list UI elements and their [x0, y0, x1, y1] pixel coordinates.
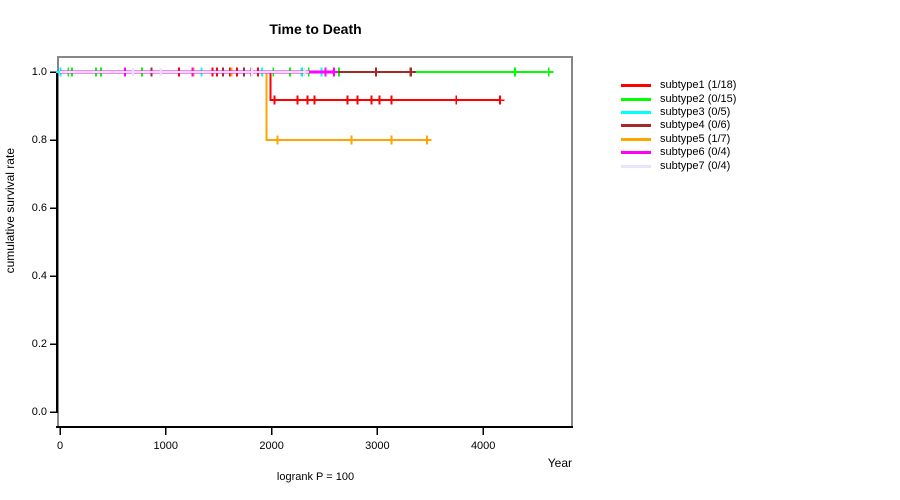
plot-area	[57, 56, 573, 428]
series-5	[60, 67, 432, 145]
x-axis-title: Year	[547, 456, 572, 470]
legend-label: subtype5 (1/7)	[660, 132, 731, 145]
y-tick-label: 0.8	[31, 134, 47, 146]
legend-color-swatch	[621, 164, 651, 168]
legend-label: subtype2 (0/15)	[660, 92, 737, 105]
legend: subtype1 (1/18) subtype2 (0/15) subtype3 (…	[621, 79, 736, 173]
legend-color-swatch	[621, 97, 651, 101]
y-tick-label: 0.6	[31, 202, 47, 214]
y-tick-label: 1.0	[31, 66, 47, 78]
x-tick-label: 1000	[153, 440, 179, 452]
legend-label: subtype6 (0/4)	[660, 146, 731, 159]
y-tick-label: 0.2	[31, 338, 47, 350]
logrank-annotation: logrank P = 100	[276, 471, 355, 483]
y-tick-label: 0.4	[31, 270, 47, 282]
legend-item-7: subtype7 (0/4)	[621, 159, 736, 172]
legend-item-5: subtype5 (1/7)	[621, 133, 736, 146]
chart-title: Time to Death	[269, 21, 362, 37]
legend-label: subtype4 (0/6)	[660, 119, 731, 132]
y-tick-label: 0.0	[31, 406, 47, 418]
legend-color-swatch	[621, 137, 651, 141]
legend-color-swatch	[621, 124, 651, 128]
survival-curve	[60, 71, 501, 102]
legend-color-swatch	[621, 110, 651, 114]
x-tick-label: 0	[56, 440, 64, 452]
legend-label: subtype1 (1/18)	[660, 79, 737, 92]
x-axis-line	[56, 426, 573, 428]
legend-item-2: subtype2 (0/15)	[621, 92, 736, 105]
x-tick-label: 4000	[470, 440, 496, 452]
legend-item-6: subtype6 (0/4)	[621, 146, 736, 159]
x-tick-label: 2000	[259, 440, 284, 452]
y-axis-line	[56, 71, 58, 413]
legend-label: subtype3 (0/5)	[660, 105, 731, 118]
legend-label: subtype7 (0/4)	[660, 159, 731, 172]
survival-curve	[60, 71, 428, 141]
legend-item-1: subtype1 (1/18)	[621, 79, 736, 92]
series-7	[60, 67, 310, 77]
legend-item-3: subtype3 (0/5)	[621, 106, 736, 119]
legend-item-4: subtype4 (0/6)	[621, 119, 736, 132]
x-tick-label: 3000	[365, 440, 390, 452]
legend-color-swatch	[621, 84, 651, 88]
legend-color-swatch	[621, 151, 651, 155]
